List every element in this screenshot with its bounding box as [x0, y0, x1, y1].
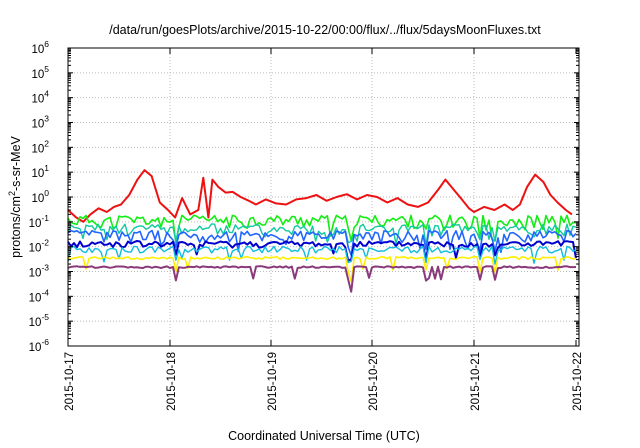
y-tick-label: 10-2 — [29, 238, 50, 255]
chart-title: /data/run/goesPlots/archive/2015-10-22/0… — [109, 23, 541, 37]
y-tick-label: 103 — [31, 114, 49, 131]
y-axis-label: protons/cm2-s-sr-MeV — [7, 135, 23, 257]
y-tick-label: 10-1 — [29, 213, 50, 230]
x-tick-label: 2015-10-20 — [368, 352, 380, 411]
y-tick-label: 105 — [31, 64, 49, 81]
x-axis: 2015-10-17 2015-10-18 2015-10-19 2015-10-20… — [64, 48, 584, 411]
series-line — [67, 245, 577, 265]
series-line — [67, 169, 573, 223]
series-line — [67, 265, 577, 293]
y-tick-label: 10-3 — [29, 263, 50, 280]
x-tick-label: 2015-10-19 — [267, 352, 279, 411]
y-tick-label: 101 — [31, 163, 49, 180]
y-tick-label: 100 — [31, 188, 49, 205]
y-tick-label: 104 — [31, 89, 49, 106]
x-tick-label: 2015-10-17 — [64, 352, 76, 411]
x-tick-label: 2015-10-21 — [470, 352, 482, 411]
y-tick-label: 10-6 — [29, 337, 50, 354]
series-line — [67, 240, 577, 262]
series-line — [67, 229, 577, 256]
series-line — [67, 256, 577, 283]
y-tick-label: 102 — [31, 138, 49, 155]
y-axis: 10-6 10-5 10-4 10-3 10-2 10-1 100 101 102 103 104 1… — [29, 39, 579, 354]
y-tick-label: 10-5 — [29, 312, 50, 329]
grid — [68, 48, 579, 346]
x-tick-label: 2015-10-18 — [166, 352, 178, 411]
series-group — [67, 169, 577, 293]
x-tick-label: 2015-10-22 — [572, 352, 584, 411]
x-axis-label: Coordinated Universal Time (UTC) — [228, 429, 420, 443]
series-line — [67, 223, 577, 246]
y-tick-label: 10-4 — [29, 287, 50, 304]
y-tick-label: 106 — [31, 39, 49, 56]
